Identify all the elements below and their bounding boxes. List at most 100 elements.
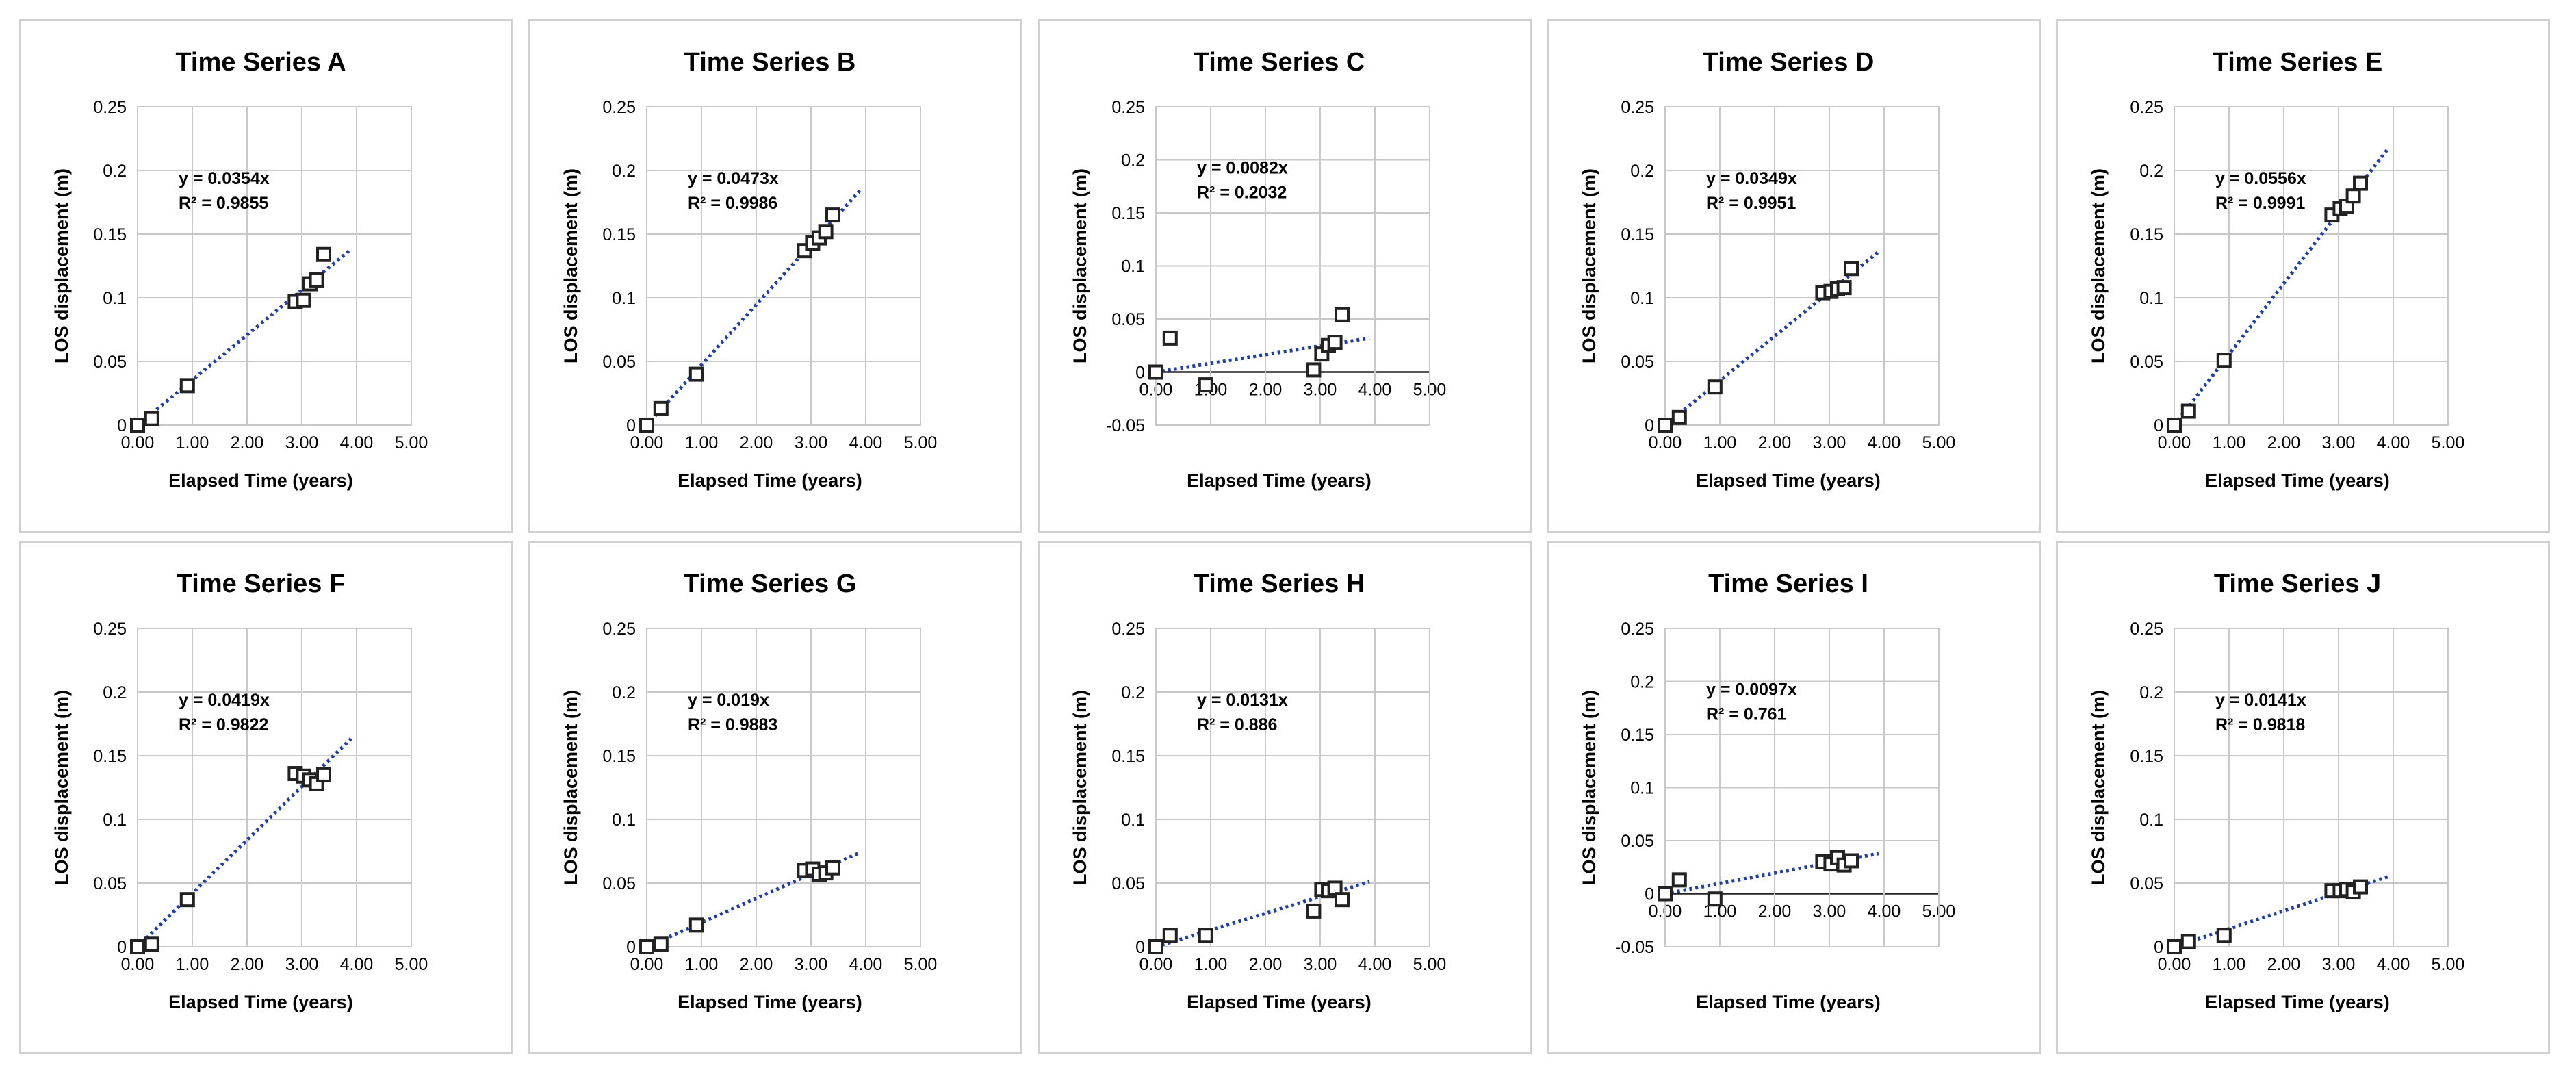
- y-tick-label: 0.2: [612, 683, 636, 702]
- x-tick-label: 3.00: [285, 955, 319, 974]
- data-point: [2353, 879, 2368, 895]
- x-tick-label: 3.00: [2322, 955, 2356, 974]
- y-tick-label: 0.15: [93, 225, 127, 244]
- plot-area: [137, 628, 412, 947]
- plot-area: [2174, 106, 2449, 426]
- x-tick-label: 0.00: [2158, 433, 2191, 452]
- y-tick-label: 0.2: [103, 162, 127, 181]
- y-tick-label: 0.25: [93, 98, 127, 117]
- chart-panel-i: Time Series I -0.05 0 0.05 0.1 0.15 0.2 0.25 0.0…: [1547, 541, 2041, 1054]
- chart-title: Time Series B: [684, 48, 856, 77]
- chart-svg-c: Time Series C-0.0500.050.10.150.20.250.0…: [1070, 48, 1446, 491]
- trendline-equation: y = 0.0131x: [1197, 691, 1288, 710]
- x-axis-label: Elapsed Time (years): [678, 470, 862, 491]
- data-point: [2216, 928, 2232, 943]
- y-tick-label: 0.1: [612, 811, 636, 830]
- data-point: [1836, 280, 1852, 296]
- x-tick-label: 4.00: [1868, 902, 1901, 921]
- chart-panel-d: Time Series D 0 0.05 0.1 0.15 0.2 0.25 0.00 1.00…: [1547, 19, 2041, 533]
- x-tick-label: 3.00: [1813, 902, 1846, 921]
- y-tick-label: 0.15: [1111, 204, 1145, 223]
- x-tick-label: 5.00: [1922, 433, 1956, 452]
- y-tick-label: 0: [117, 416, 127, 435]
- y-tick-label: 0: [117, 938, 127, 957]
- y-tick-label: 0.05: [1111, 310, 1145, 329]
- data-point: [1148, 939, 1163, 954]
- x-tick-label: 1.00: [685, 433, 719, 452]
- y-tick-label: 0: [1645, 885, 1654, 904]
- data-point: [1844, 261, 1859, 277]
- data-point: [144, 936, 159, 952]
- chart-panel-e: Time Series E 0 0.05 0.1 0.15 0.2 0.25 0.00 1.00…: [2056, 19, 2550, 533]
- chart-panel-h: Time Series H 0 0.05 0.1 0.15 0.2 0.25 0.00 1.00…: [1038, 541, 1532, 1054]
- y-tick-label: 0.25: [1111, 98, 1145, 117]
- y-tick-label: 0.1: [1121, 257, 1145, 277]
- x-tick-label: 0.00: [1649, 433, 1682, 452]
- data-point: [1671, 872, 1687, 888]
- y-tick-label: 0.05: [2130, 874, 2163, 893]
- y-tick-label: 0.25: [602, 98, 636, 117]
- x-tick-label: 5.00: [2432, 433, 2465, 452]
- x-tick-label: 4.00: [2377, 955, 2410, 974]
- x-tick-label: 0.00: [121, 955, 155, 974]
- plot-area: [1664, 628, 1940, 947]
- x-tick-label: 5.00: [395, 433, 428, 452]
- data-point: [2353, 175, 2368, 191]
- data-point: [296, 292, 311, 308]
- r-squared-label: R² = 0.9883: [688, 715, 777, 735]
- x-tick-label: 2.00: [231, 955, 264, 974]
- y-tick-label: 0.05: [602, 353, 636, 372]
- r-squared-label: R² = 0.9818: [2215, 715, 2305, 735]
- data-point: [130, 939, 145, 954]
- y-tick-label: 0.05: [93, 874, 127, 893]
- x-axis-label: Elapsed Time (years): [1187, 992, 1371, 1012]
- y-tick-label: 0: [2154, 938, 2163, 957]
- x-axis-label: Elapsed Time (years): [168, 470, 353, 491]
- x-tick-label: 0.00: [630, 433, 664, 452]
- data-point: [1327, 335, 1343, 350]
- chart-svg-b: Time Series B 0 0.05 0.1 0.15 0.2 0.25 0.00 1.00…: [561, 48, 937, 491]
- data-point: [818, 224, 834, 240]
- chart-panel-j: Time Series J 0 0.05 0.1 0.15 0.2 0.25 0.00 1.00…: [2056, 541, 2550, 1054]
- y-tick-label: 0.1: [103, 811, 127, 830]
- chart-panel-a: Time Series A 0 0.05 0.1 0.15 0.2 0.25 0.00 1.00…: [19, 19, 513, 533]
- x-tick-label: 3.00: [1813, 433, 1846, 452]
- x-tick-label: 2.00: [740, 433, 773, 452]
- y-tick-label: 0.15: [1621, 726, 1654, 745]
- y-tick-label: 0.15: [2130, 225, 2163, 244]
- y-tick-label: 0.1: [1630, 289, 1654, 308]
- y-tick-label: 0.25: [1621, 620, 1654, 639]
- data-point: [1162, 928, 1178, 943]
- x-tick-label: 4.00: [849, 433, 883, 452]
- y-tick-label: 0: [2154, 416, 2163, 435]
- x-axis-label: Elapsed Time (years): [168, 992, 353, 1012]
- y-tick-label: 0: [626, 416, 636, 435]
- data-point: [2180, 403, 2196, 419]
- data-point: [1707, 379, 1723, 395]
- x-tick-label: 1.00: [1194, 955, 1228, 974]
- data-point: [2180, 934, 2196, 949]
- plot-area: [137, 106, 412, 426]
- x-axis-label: Elapsed Time (years): [1187, 470, 1371, 491]
- y-tick-label: 0: [1135, 938, 1145, 957]
- data-point: [653, 400, 669, 416]
- chart-title: Time Series D: [1703, 48, 1875, 77]
- x-tick-label: 4.00: [340, 433, 374, 452]
- x-tick-label: 0.00: [1139, 955, 1173, 974]
- data-point: [1198, 377, 1213, 393]
- x-tick-label: 2.00: [1249, 955, 1283, 974]
- x-tick-label: 2.00: [231, 433, 264, 452]
- y-axis-label: LOS displacement (m): [51, 168, 72, 363]
- x-tick-label: 3.00: [795, 433, 828, 452]
- x-tick-label: 3.00: [795, 955, 828, 974]
- chart-svg-g: Time Series G 0 0.05 0.1 0.15 0.2 0.25 0.00 1.00…: [561, 570, 937, 1012]
- r-squared-label: R² = 0.9991: [2215, 194, 2305, 213]
- data-point: [179, 378, 195, 394]
- data-point: [2167, 418, 2182, 433]
- y-tick-label: 0.15: [1111, 747, 1145, 766]
- data-point: [1335, 307, 1350, 322]
- data-point: [144, 411, 159, 426]
- x-tick-label: 2.00: [2267, 955, 2301, 974]
- y-axis-label: LOS displacement (m): [1070, 168, 1090, 363]
